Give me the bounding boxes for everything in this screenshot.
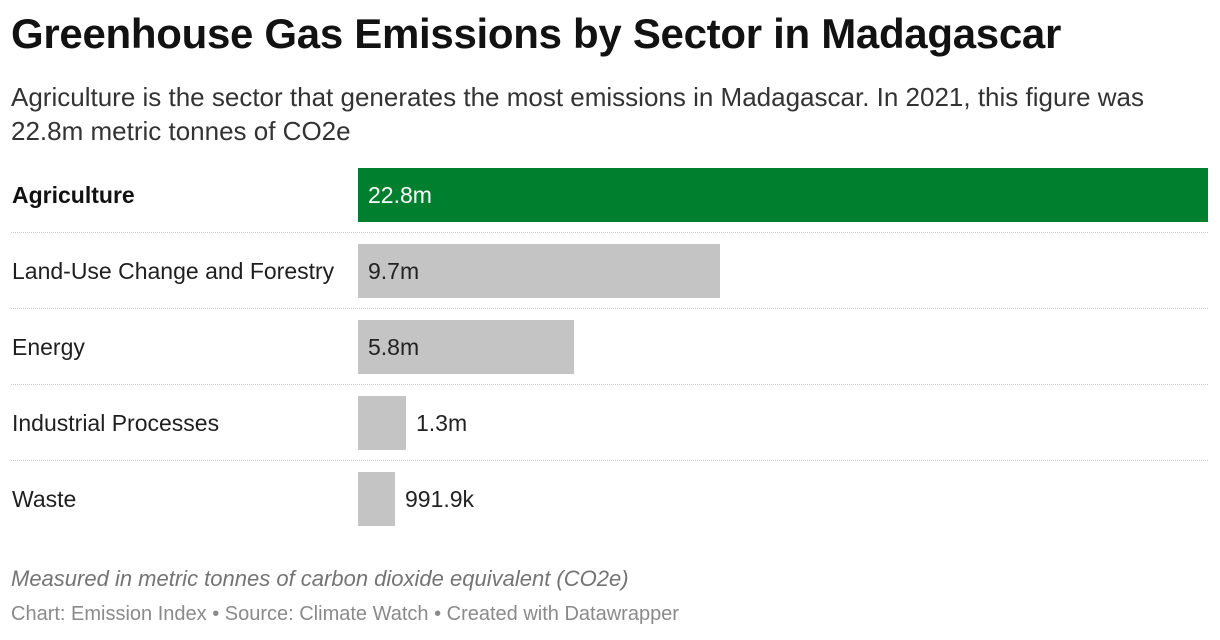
chart-note: Measured in metric tonnes of carbon diox…: [11, 566, 629, 591]
chart-subtitle: Agriculture is the sector that generates…: [11, 82, 1145, 146]
data-label: 1.3m: [416, 410, 468, 436]
bar-row: Industrial Processes 1.3m: [0, 396, 1220, 472]
data-label: 9.7m: [368, 258, 420, 284]
data-label: 22.8m: [368, 182, 432, 208]
chart-footer: Chart: Emission Index • Source: Climate …: [11, 603, 679, 625]
data-label: 5.8m: [368, 334, 420, 360]
bar: [358, 244, 720, 298]
bar-row: Waste 991.9k: [0, 472, 1220, 548]
bar: [358, 168, 1208, 222]
bar: [358, 396, 406, 450]
category-label: Industrial Processes: [12, 410, 220, 436]
category-label: Agriculture: [12, 182, 135, 208]
bar-row: Agriculture 22.8m: [0, 168, 1220, 244]
bar-chart: Agriculture 22.8m Land-Use Change and Fore…: [0, 168, 1220, 548]
row-divider: [11, 308, 1208, 309]
data-label: 991.9k: [405, 486, 475, 512]
bar: [358, 320, 574, 374]
category-label: Energy: [12, 334, 85, 360]
category-label: Waste: [12, 486, 77, 512]
row-divider: [11, 460, 1208, 461]
bar-row: Land-Use Change and Forestry 9.7m: [0, 244, 1220, 320]
row-divider: [11, 232, 1208, 233]
bar: [358, 472, 395, 526]
bar-row: Energy 5.8m: [0, 320, 1220, 396]
category-label: Land-Use Change and Forestry: [12, 258, 335, 284]
row-divider: [11, 384, 1208, 385]
chart-title: Greenhouse Gas Emissions by Sector in Ma…: [11, 10, 1061, 57]
